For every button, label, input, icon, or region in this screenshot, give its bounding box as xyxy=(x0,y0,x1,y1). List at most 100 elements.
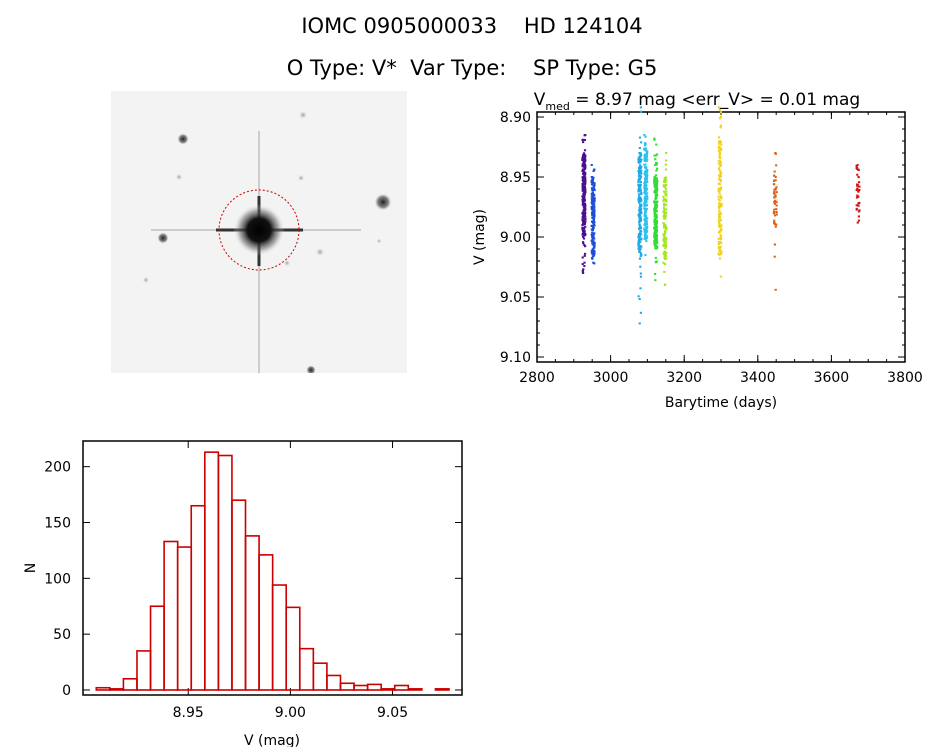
data-point xyxy=(855,204,858,207)
data-point xyxy=(581,189,584,192)
data-point xyxy=(640,253,643,256)
data-point xyxy=(591,238,594,241)
data-point xyxy=(719,240,722,243)
data-point xyxy=(655,237,658,240)
data-point xyxy=(653,186,657,189)
data-point xyxy=(582,215,585,218)
data-point xyxy=(644,230,647,233)
data-point xyxy=(582,216,585,219)
data-point xyxy=(643,187,646,190)
data-point xyxy=(582,211,585,214)
data-point xyxy=(592,220,596,223)
data-point xyxy=(645,200,648,203)
data-point xyxy=(653,181,656,184)
data-point xyxy=(593,209,596,212)
data-point xyxy=(643,181,646,184)
data-point xyxy=(639,245,642,248)
data-point xyxy=(590,187,594,190)
histogram-ylabel: N xyxy=(23,563,39,573)
data-point xyxy=(665,190,668,193)
data-point xyxy=(655,226,658,229)
data-point xyxy=(582,187,585,190)
data-point xyxy=(639,220,642,223)
data-point xyxy=(644,199,647,202)
data-point xyxy=(638,136,642,139)
data-point xyxy=(639,166,642,169)
data-point xyxy=(584,159,587,162)
data-point xyxy=(663,262,667,265)
histogram-bar xyxy=(380,688,396,691)
data-point xyxy=(655,183,659,186)
data-point xyxy=(719,235,722,238)
data-point xyxy=(582,201,585,204)
data-point xyxy=(581,182,584,185)
data-point xyxy=(582,163,585,166)
data-point xyxy=(655,235,658,238)
data-point xyxy=(655,191,658,194)
data-point xyxy=(655,190,658,193)
data-point xyxy=(584,160,587,163)
data-point xyxy=(582,169,585,172)
data-point xyxy=(592,241,595,244)
data-point xyxy=(655,187,659,190)
data-point xyxy=(582,223,585,226)
data-point xyxy=(582,162,585,165)
data-point xyxy=(665,194,668,197)
data-point xyxy=(719,175,722,178)
data-point xyxy=(583,213,586,216)
data-point xyxy=(584,191,587,194)
data-point xyxy=(664,244,667,247)
data-point xyxy=(654,188,657,191)
data-point xyxy=(717,167,721,170)
data-point xyxy=(583,213,586,216)
data-point xyxy=(644,204,648,207)
data-point xyxy=(654,177,657,180)
data-point xyxy=(581,232,585,235)
data-point xyxy=(655,223,658,226)
data-point xyxy=(653,242,656,245)
data-point xyxy=(644,254,647,256)
data-point xyxy=(639,197,642,200)
data-point xyxy=(637,213,640,216)
data-point xyxy=(582,231,586,234)
data-point xyxy=(653,233,656,236)
data-point xyxy=(639,240,642,243)
data-point xyxy=(582,141,585,144)
data-point xyxy=(644,172,647,175)
data-point xyxy=(654,191,657,194)
data-point xyxy=(583,176,586,179)
data-point xyxy=(639,247,642,250)
data-point xyxy=(655,217,658,220)
data-point xyxy=(643,237,646,240)
data-point xyxy=(643,134,646,136)
data-point xyxy=(643,172,646,175)
data-point xyxy=(583,182,586,185)
data-point xyxy=(719,237,723,240)
data-point xyxy=(643,182,646,185)
data-point xyxy=(664,215,667,218)
data-point xyxy=(654,209,657,212)
data-point xyxy=(717,188,721,191)
data-point xyxy=(645,230,648,233)
data-point xyxy=(644,177,647,180)
data-point xyxy=(656,241,659,244)
data-point xyxy=(645,153,649,156)
data-point xyxy=(858,209,861,212)
data-point xyxy=(638,185,641,188)
data-point xyxy=(655,153,659,156)
data-point xyxy=(583,171,587,174)
data-point xyxy=(591,235,594,238)
data-point xyxy=(593,241,596,244)
data-point xyxy=(638,195,641,198)
data-point xyxy=(639,166,642,169)
data-point xyxy=(655,188,658,191)
data-point xyxy=(773,219,776,222)
data-point xyxy=(638,200,642,203)
data-point xyxy=(638,206,641,209)
data-point xyxy=(638,298,641,301)
data-point xyxy=(654,244,657,247)
data-point xyxy=(638,322,641,325)
data-point xyxy=(774,176,777,179)
data-point xyxy=(653,227,656,230)
data-point xyxy=(581,272,585,274)
